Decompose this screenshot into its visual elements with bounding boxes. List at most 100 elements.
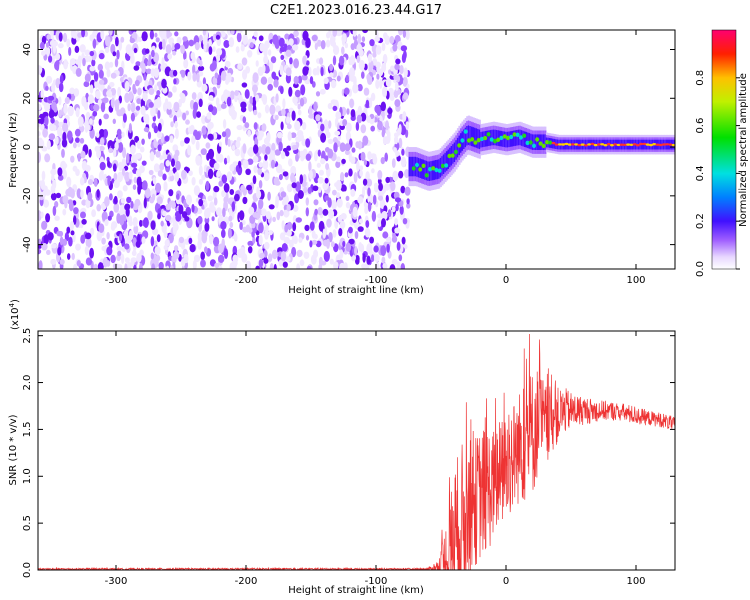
signal-band	[456, 137, 460, 158]
noise-blob	[272, 34, 279, 45]
noise-blob	[365, 220, 370, 228]
noise-blob	[320, 123, 325, 132]
noise-blob	[275, 163, 283, 174]
noise-blob	[282, 199, 286, 206]
noise-blob	[93, 72, 99, 82]
noise-blob	[109, 193, 113, 201]
noise-blob	[363, 87, 370, 96]
noise-blob	[147, 60, 152, 66]
noise-blob	[116, 128, 122, 137]
noise-blob	[161, 57, 165, 67]
noise-blob	[228, 197, 235, 203]
noise-blob	[308, 105, 313, 116]
noise-blob	[52, 205, 57, 216]
noise-blob	[41, 220, 48, 230]
noise-blob	[130, 102, 136, 113]
noise-blob	[51, 173, 55, 182]
noise-blob	[366, 115, 372, 123]
noise-blob	[288, 86, 293, 97]
noise-blob	[161, 78, 167, 89]
noise-blob	[395, 203, 399, 212]
noise-blob	[389, 35, 395, 45]
noise-blob	[299, 259, 305, 267]
noise-blob	[216, 48, 223, 56]
noise-blob	[204, 222, 210, 232]
signal-core	[502, 134, 507, 139]
noise-blob	[373, 245, 379, 253]
noise-blob	[200, 148, 207, 156]
noise-blob	[218, 180, 224, 187]
noise-blob	[147, 210, 153, 221]
noise-blob	[231, 144, 236, 151]
noise-blob	[339, 220, 346, 229]
noise-blob	[152, 177, 157, 185]
noise-blob	[118, 39, 123, 51]
signal-core	[580, 143, 585, 146]
noise-blob	[128, 123, 132, 134]
noise-blob	[201, 233, 208, 244]
noise-blob	[154, 84, 158, 92]
noise-blob	[343, 87, 350, 95]
noise-blob	[134, 135, 140, 143]
noise-blob	[214, 72, 219, 79]
noise-blob	[280, 251, 287, 262]
noise-blob	[258, 146, 263, 155]
x-tick-label: 100	[626, 576, 645, 587]
noise-blob	[38, 152, 41, 163]
noise-blob	[136, 252, 142, 263]
noise-blob	[242, 143, 247, 154]
noise-blob	[59, 236, 64, 246]
signal-core	[668, 143, 673, 146]
noise-blob	[87, 192, 93, 201]
noise-blob	[179, 140, 185, 147]
noise-blob	[350, 109, 356, 118]
noise-blob	[267, 49, 272, 56]
noise-blob	[236, 136, 241, 142]
signal-core	[411, 166, 416, 171]
noise-blob	[39, 139, 45, 149]
noise-blob	[345, 131, 351, 142]
noise-blob	[51, 101, 57, 111]
noise-blob	[209, 201, 215, 212]
noise-blob	[75, 243, 81, 251]
noise-blob	[234, 193, 240, 202]
noise-blob	[184, 137, 190, 144]
noise-blob	[93, 104, 100, 112]
noise-blob	[235, 46, 240, 53]
noise-blob	[146, 68, 152, 75]
signal-band	[533, 134, 536, 150]
noise-blob	[216, 207, 222, 217]
noise-blob	[293, 58, 299, 69]
signal-core	[574, 143, 579, 146]
noise-blob	[240, 44, 245, 52]
noise-blob	[75, 137, 80, 143]
noise-blob	[79, 44, 86, 53]
noise-blob	[274, 149, 281, 156]
noise-blob	[333, 45, 340, 56]
noise-blob	[275, 105, 281, 113]
noise-blob	[69, 221, 75, 231]
signal-core	[658, 143, 663, 147]
signal-band	[492, 129, 495, 146]
noise-blob	[332, 229, 337, 238]
noise-blob	[376, 107, 381, 116]
noise-blob	[125, 235, 132, 244]
noise-blob	[195, 155, 202, 166]
noise-blob	[350, 43, 355, 51]
snr-xlabel: Height of straight line (km)	[288, 585, 424, 596]
noise-blob	[322, 208, 329, 216]
noise-blob	[62, 122, 69, 133]
noise-blob	[271, 142, 276, 152]
signal-core	[431, 166, 436, 171]
noise-blob	[95, 90, 101, 99]
noise-blob	[297, 75, 303, 84]
noise-blob	[42, 128, 48, 138]
noise-blob	[317, 207, 323, 216]
noise-blob	[367, 201, 372, 212]
noise-blob	[385, 78, 392, 88]
noise-blob	[228, 215, 233, 222]
noise-blob	[226, 155, 231, 164]
noise-blob	[173, 78, 177, 85]
noise-blob	[75, 59, 80, 65]
noise-blob	[89, 50, 95, 57]
